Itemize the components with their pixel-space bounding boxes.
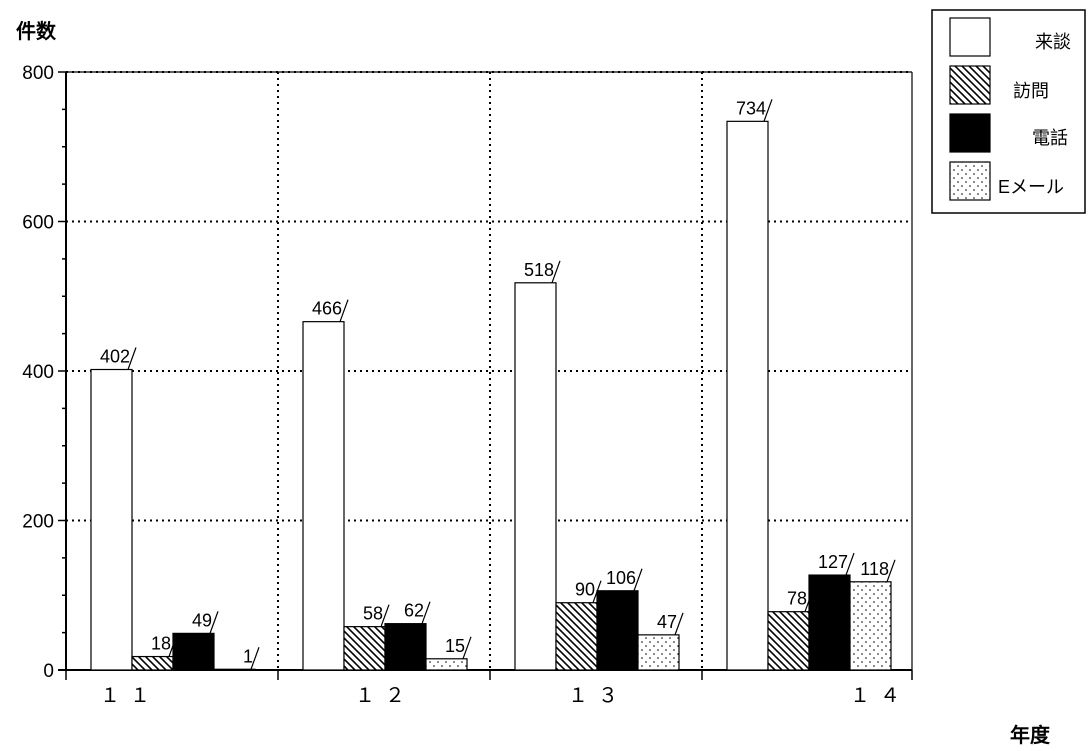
legend-label-houmon: 訪問 (1013, 81, 1049, 101)
y-tick-label: 600 (22, 213, 54, 234)
bar-3-2 (808, 574, 851, 671)
axes (58, 71, 913, 680)
data-label-leader (421, 601, 431, 624)
data-label-leader (845, 552, 855, 576)
data-label-leader (551, 260, 561, 284)
data-label: 49 (192, 610, 212, 630)
y-axis-title: 件数 (16, 19, 57, 43)
bar-2-1 (555, 602, 598, 671)
y-tick-label: 400 (22, 362, 54, 383)
bar-2-0 (514, 282, 557, 671)
data-label: 90 (575, 580, 595, 600)
data-label: 518 (524, 260, 554, 280)
bar-0-2 (172, 632, 215, 671)
bar-3-1 (767, 611, 810, 671)
legend-swatch-0 (949, 17, 991, 57)
data-label: 127 (818, 552, 848, 572)
legend-label-email: Eメール (998, 177, 1064, 197)
data-label: 62 (404, 601, 424, 621)
x-tick-label: １４ (850, 685, 910, 707)
x-axis-title: 年度 (1010, 723, 1051, 747)
data-label: 18 (151, 634, 171, 654)
legend-label-denwa: 電話 (1032, 128, 1068, 148)
data-label-leader (209, 611, 219, 634)
bar-0-0 (90, 368, 133, 671)
bar-3-0 (726, 120, 769, 671)
data-label-leader (462, 636, 472, 659)
y-tick-label: 200 (22, 512, 54, 533)
legend-swatch-3 (949, 161, 991, 201)
data-label: 118 (860, 559, 889, 579)
legend: 来談 訪問 電話 Eメール (931, 9, 1086, 214)
data-label-leader (592, 580, 602, 603)
bar-1-3 (425, 658, 468, 671)
bar-3-3 (849, 581, 892, 671)
data-label-leader (633, 568, 643, 591)
data-label: 78 (787, 589, 807, 609)
data-label-leader (886, 559, 896, 583)
data-label-leader (674, 612, 684, 636)
data-label-leader (339, 299, 349, 322)
data-label: 402 (100, 347, 130, 367)
data-label-leader (804, 589, 814, 612)
data-label: 58 (363, 604, 383, 624)
bars (90, 120, 892, 671)
bar-0-1 (131, 655, 174, 671)
data-label: 466 (312, 299, 342, 319)
x-tick-label: １３ (568, 685, 628, 707)
data-label: 47 (657, 612, 677, 632)
bar-2-3 (637, 634, 680, 671)
x-tick-label: １１ (100, 685, 160, 707)
bar-1-0 (302, 321, 345, 671)
legend-label-raidan: 来談 (1035, 32, 1071, 52)
data-label: 106 (606, 568, 636, 588)
gridlines (66, 71, 912, 670)
bar-0-3 (213, 668, 256, 671)
data-label-leader (168, 634, 178, 657)
tick-labels: 0 200 400 600 800 １１ １２ １３ １４ (22, 63, 910, 707)
y-tick-label: 800 (22, 63, 54, 84)
data-label-leader (380, 604, 390, 627)
legend-swatch-2 (949, 113, 991, 153)
legend-swatch-1 (949, 65, 991, 105)
y-tick-label: 0 (43, 661, 54, 682)
bar-2-2 (596, 590, 639, 671)
data-label-leader (127, 347, 137, 370)
bar-1-1 (343, 626, 386, 671)
x-tick-label: １２ (355, 685, 415, 707)
data-label: 15 (445, 636, 465, 656)
data-labels: 402 18 49 1 466 58 62 15 518 90 106 47 734 78 127 118 (100, 98, 896, 670)
data-label: 1 (243, 646, 253, 666)
bar-1-2 (384, 623, 427, 671)
data-label-leader (763, 99, 773, 122)
data-label-leader (250, 647, 260, 670)
data-label: 734 (736, 98, 766, 118)
